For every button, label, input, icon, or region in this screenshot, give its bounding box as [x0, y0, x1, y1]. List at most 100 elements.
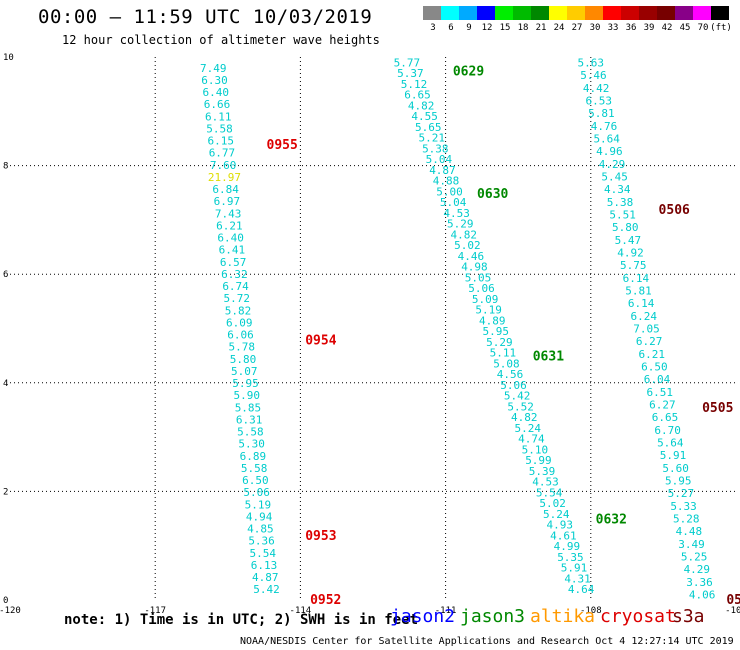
wave-height-value: 5.85	[235, 401, 262, 414]
wave-height-value: 4.29	[684, 563, 711, 576]
wave-height-value: 6.21	[216, 219, 243, 232]
wave-height-value: 4.56	[497, 368, 524, 381]
wave-height-value: 5.39	[529, 465, 556, 478]
wave-height-value: 5.64	[593, 132, 620, 145]
wave-height-value: 4.55	[411, 110, 438, 123]
legend-unit: (ft)	[710, 23, 732, 33]
wave-height-value: 4.93	[547, 519, 574, 532]
wave-height-value: 5.63	[578, 56, 605, 69]
wave-height-value: 4.48	[676, 525, 703, 538]
wave-height-value: 6.51	[646, 386, 673, 399]
wave-height-value: 5.60	[662, 462, 689, 475]
wave-height-value: 5.58	[206, 122, 233, 135]
wave-height-value: 5.75	[620, 259, 647, 272]
x-tick-label: -117	[144, 606, 166, 616]
wave-height-value: 4.29	[599, 158, 626, 171]
legend-swatch	[639, 6, 657, 20]
wave-height-value: 5.24	[515, 422, 542, 435]
wave-height-value: 5.00	[436, 185, 463, 198]
satellite-label-jason2: jason2	[390, 606, 456, 627]
legend-bin-label: 45	[679, 23, 691, 33]
wave-height-value: 5.58	[241, 462, 268, 475]
wave-height-value: 5.80	[612, 221, 639, 234]
wave-height-value: 6.11	[205, 110, 232, 123]
wave-height-value: 5.80	[230, 353, 257, 366]
legend-bin-label: 39	[643, 23, 655, 33]
wave-height-value: 5.04	[426, 153, 453, 166]
legend-swatch	[567, 6, 585, 20]
legend-swatch	[495, 6, 513, 20]
wave-height-value: 6.30	[201, 74, 228, 87]
legend-bin-label: 9	[466, 23, 472, 33]
wave-height-value: 4.82	[451, 228, 478, 241]
wave-height-value: 5.65	[415, 121, 442, 134]
wave-height-value: 5.42	[504, 390, 531, 403]
wave-height-value: 6.32	[221, 268, 248, 281]
wave-height-value: 6.41	[219, 244, 246, 257]
wave-height-value: 5.95	[665, 475, 692, 488]
wave-height-value: 5.24	[543, 508, 570, 521]
pass-time-label: 0631	[533, 350, 564, 365]
pass-time-label: 0505	[702, 401, 733, 416]
wave-height-value: 5.81	[588, 107, 615, 120]
wave-height-value: 5.81	[625, 284, 652, 297]
wave-height-value: 6.57	[220, 256, 247, 269]
legend-swatch	[621, 6, 639, 20]
satellite-label-jason3: jason3	[460, 606, 526, 627]
wave-height-value: 4.82	[408, 99, 435, 112]
wave-height-value: 5.12	[401, 78, 428, 91]
x-tick-label: -120	[0, 606, 21, 616]
pass-time-label: 0630	[477, 187, 508, 202]
wave-height-value: 6.24	[631, 310, 658, 323]
wave-height-value: 5.27	[668, 487, 695, 500]
legend-swatch	[675, 6, 693, 20]
legend-swatch	[441, 6, 459, 20]
y-tick-label: 4	[3, 379, 8, 389]
wave-height-value: 6.74	[222, 280, 249, 293]
wave-height-value: 4.92	[617, 246, 644, 259]
page-subtitle: 12 hour collection of altimeter wave hei…	[62, 33, 380, 47]
wave-height-value: 5.91	[660, 449, 687, 462]
wave-height-value: 6.70	[654, 424, 681, 437]
wave-height-value: 5.47	[615, 234, 642, 247]
x-tick-label: -108	[580, 606, 602, 616]
wave-height-value: 7.43	[215, 207, 242, 220]
legend-swatch	[693, 6, 711, 20]
wave-height-value: 6.97	[214, 195, 241, 208]
legend-swatch	[477, 6, 495, 20]
wave-height-value: 4.87	[252, 571, 279, 584]
wave-height-value: 5.77	[394, 56, 421, 69]
wave-height-value: 5.02	[454, 239, 481, 252]
wave-height-value: 5.91	[561, 562, 588, 575]
wave-height-value: 5.78	[229, 341, 256, 354]
wave-height-value: 6.65	[652, 411, 679, 424]
legend-swatch	[657, 6, 675, 20]
wave-height-value: 6.65	[404, 89, 431, 102]
wave-height-value: 5.30	[238, 438, 265, 451]
wave-height-value: 6.31	[236, 413, 263, 426]
wave-height-value: 5.58	[237, 426, 264, 439]
wave-height-value: 4.94	[246, 510, 273, 523]
pass-time-label: 0504	[726, 593, 740, 608]
wave-height-value: 5.06	[468, 282, 495, 295]
wave-height-value: 4.42	[583, 82, 610, 95]
legend-swatch	[459, 6, 477, 20]
y-tick-label: 6	[3, 270, 8, 280]
wave-height-value: 4.85	[247, 523, 274, 536]
wave-height-value: 4.53	[443, 207, 470, 220]
wave-height-value: 6.14	[623, 272, 650, 285]
wave-height-value: 6.27	[636, 335, 663, 348]
wave-height-value: 4.96	[596, 145, 623, 158]
wave-height-value: 6.84	[212, 183, 239, 196]
pass-time-label: 0953	[305, 529, 336, 544]
pass-time-label: 0632	[596, 513, 627, 528]
legend-bin-label: 24	[553, 23, 565, 33]
legend-bin-label: 3	[430, 23, 436, 33]
satellite-label-altika: altika	[530, 606, 596, 627]
wave-height-value: 6.13	[251, 559, 278, 572]
wave-height-value: 6.21	[639, 348, 666, 361]
footer-note: note: 1) Time is in UTC; 2) SWH is in fe…	[64, 612, 419, 628]
legend-bin-label: 33	[607, 23, 619, 33]
